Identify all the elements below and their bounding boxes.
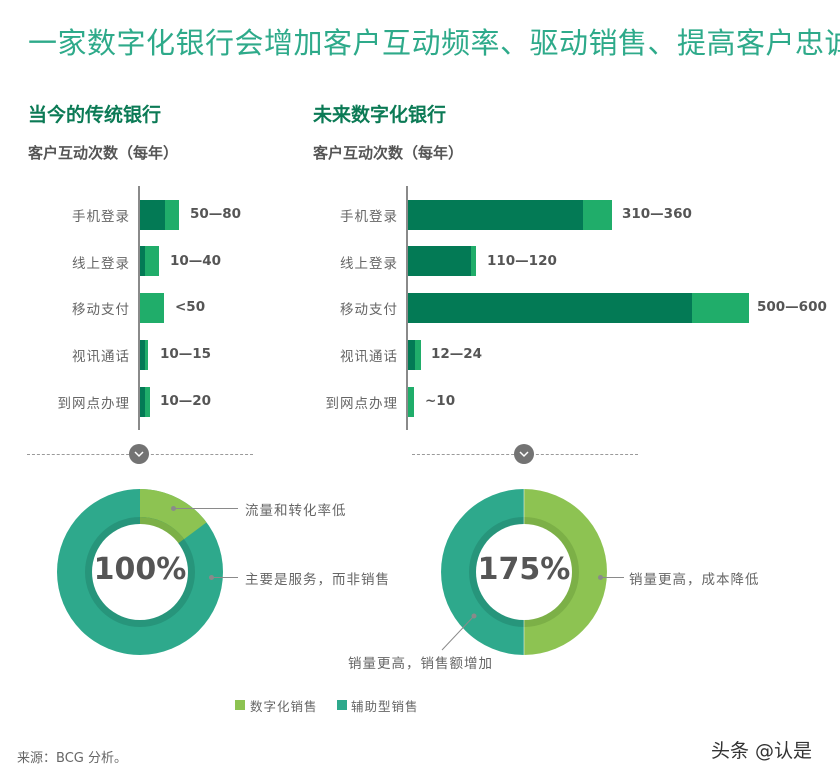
right-bar-high bbox=[692, 293, 749, 323]
right-bar-low bbox=[408, 293, 692, 323]
chart-title: 一家数字化银行会增加客户互动频率、驱动销售、提高客户忠诚度 bbox=[28, 26, 840, 60]
chevron-down-icon bbox=[514, 444, 534, 464]
annotation-dot bbox=[209, 575, 214, 580]
right-category-label: 移动支付 bbox=[340, 302, 398, 318]
right-bar-low bbox=[408, 340, 415, 370]
annotation-leader bbox=[212, 577, 238, 578]
left-value-label: 10—20 bbox=[160, 393, 212, 409]
source-note: 来源：BCG 分析。 bbox=[17, 751, 127, 766]
right-subheading: 客户互动次数（每年） bbox=[313, 144, 464, 162]
left-bar-high bbox=[145, 387, 150, 417]
left-heading: 当今的传统银行 bbox=[28, 104, 162, 126]
chevron-down-icon bbox=[129, 444, 149, 464]
legend-label-digital: 数字化销售 bbox=[250, 699, 318, 714]
right-bar-high bbox=[471, 246, 476, 276]
left-bar-high bbox=[145, 340, 148, 370]
annotation-leader bbox=[600, 577, 624, 578]
right-axis bbox=[406, 186, 408, 430]
left-bar-low bbox=[140, 246, 145, 276]
right-donut-annotation: 销量更高，销售额增加 bbox=[348, 656, 493, 672]
left-category-label: 移动支付 bbox=[72, 302, 130, 318]
right-donut-annotation: 销量更高，成本降低 bbox=[629, 572, 760, 588]
right-value-label: 500—600 bbox=[757, 299, 827, 315]
left-category-label: 视讯通话 bbox=[72, 349, 130, 365]
annotation-dot bbox=[598, 575, 603, 580]
right-value-label: 310—360 bbox=[622, 206, 692, 222]
left-category-label: 到网点办理 bbox=[57, 396, 130, 412]
left-value-label: 50—80 bbox=[190, 206, 242, 222]
right-donut-chart bbox=[441, 489, 607, 655]
left-category-label: 手机登录 bbox=[72, 209, 130, 225]
right-bar-high bbox=[583, 200, 612, 230]
left-bar-high bbox=[140, 293, 164, 323]
legend-label-assisted: 辅助型销售 bbox=[351, 699, 419, 714]
left-donut-annotation: 流量和转化率低 bbox=[245, 503, 347, 519]
right-category-label: 到网点办理 bbox=[325, 396, 398, 412]
right-value-label: ~10 bbox=[425, 393, 456, 409]
right-category-label: 视讯通话 bbox=[340, 349, 398, 365]
right-bar-high bbox=[408, 387, 414, 417]
left-bar-high bbox=[145, 246, 159, 276]
right-bar-high bbox=[415, 340, 421, 370]
left-donut-annotation: 主要是服务，而非销售 bbox=[245, 572, 390, 588]
left-value-label: 10—40 bbox=[170, 253, 222, 269]
annotation-leader bbox=[441, 613, 477, 651]
left-value-label: 10—15 bbox=[160, 346, 212, 362]
right-value-label: 12—24 bbox=[431, 346, 483, 362]
left-value-label: <50 bbox=[175, 299, 206, 315]
legend-swatch-digital bbox=[235, 700, 245, 710]
left-bar-low bbox=[140, 200, 165, 230]
left-axis bbox=[138, 186, 140, 430]
right-value-label: 110—120 bbox=[487, 253, 557, 269]
left-subheading: 客户互动次数（每年） bbox=[28, 144, 179, 162]
right-bar-low bbox=[408, 200, 583, 230]
left-bar-high bbox=[165, 200, 179, 230]
left-category-label: 线上登录 bbox=[72, 256, 130, 272]
watermark: 头条 @认是 bbox=[711, 740, 813, 762]
right-category-label: 手机登录 bbox=[340, 209, 398, 225]
right-donut-center-value: 175% bbox=[477, 552, 571, 587]
left-donut-chart bbox=[57, 489, 223, 655]
legend-swatch-assisted bbox=[337, 700, 347, 710]
annotation-leader bbox=[173, 508, 238, 509]
right-category-label: 线上登录 bbox=[340, 256, 398, 272]
left-bar-low bbox=[140, 387, 145, 417]
annotation-dot bbox=[171, 506, 176, 511]
left-donut-center-value: 100% bbox=[93, 552, 187, 587]
right-bar-low bbox=[408, 246, 471, 276]
left-bar-low bbox=[140, 340, 145, 370]
right-heading: 未来数字化银行 bbox=[313, 104, 447, 126]
